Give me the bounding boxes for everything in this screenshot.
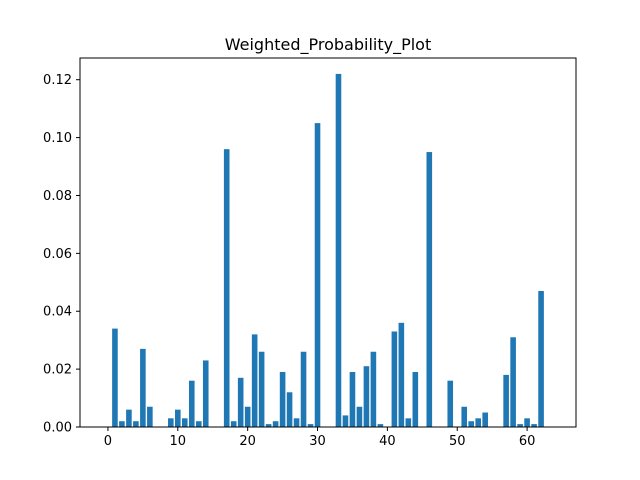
x-tick-label: 10	[170, 434, 187, 449]
bar-19	[237, 377, 244, 427]
bar-53	[475, 418, 481, 427]
bar-60	[524, 418, 530, 427]
bar-59	[517, 424, 523, 427]
bar-33	[335, 73, 342, 428]
bar-39	[377, 424, 384, 427]
bar-12	[188, 380, 195, 427]
bar-49	[447, 380, 454, 427]
bar-13	[195, 421, 202, 427]
bar-27	[293, 418, 300, 427]
bar-10	[175, 409, 181, 427]
bar-38	[370, 351, 377, 427]
bar-9	[168, 418, 174, 427]
y-tick-label: 0.10	[43, 131, 72, 146]
y-tick-label: 0.12	[43, 73, 72, 88]
bar-18	[230, 421, 237, 427]
bar-36	[356, 406, 363, 427]
x-tick-label: 40	[379, 434, 396, 449]
bars-layer	[112, 73, 544, 428]
bar-41	[391, 331, 398, 427]
bar-11	[181, 418, 188, 427]
x-tick-label: 20	[239, 434, 256, 449]
bar-5	[140, 348, 146, 427]
bar-46	[426, 152, 433, 427]
bar-6	[147, 406, 153, 427]
x-tick-label: 30	[309, 434, 326, 449]
bar-1	[112, 328, 118, 427]
bar-21	[251, 334, 258, 427]
y-tick-label: 0.08	[43, 189, 72, 204]
bar-29	[307, 424, 314, 427]
bar-24	[272, 421, 279, 427]
plot-frame	[79, 57, 577, 428]
bar-30	[314, 123, 321, 428]
bar-54	[482, 412, 488, 427]
y-tick-label: 0.00	[43, 421, 72, 436]
bar-43	[405, 418, 412, 427]
bar-17	[223, 149, 230, 427]
bar-22	[258, 351, 265, 427]
bar-26	[286, 392, 293, 427]
bar-51	[461, 406, 468, 427]
x-tick-label: 0	[104, 434, 112, 449]
bar-42	[398, 322, 405, 427]
bar-28	[300, 351, 307, 427]
y-tick-label: 0.02	[43, 363, 72, 378]
bar-44	[412, 372, 419, 427]
x-tick-label: 60	[519, 434, 536, 449]
y-tick-label: 0.04	[43, 305, 72, 320]
bar-52	[468, 421, 475, 427]
x-axis: 0 10 20 30 40 50 60	[104, 427, 536, 449]
bar-2	[119, 421, 125, 427]
bar-20	[244, 406, 251, 427]
bar-4	[133, 421, 139, 427]
x-tick-label: 50	[449, 434, 466, 449]
bar-35	[349, 372, 356, 427]
bar-61	[531, 424, 537, 427]
bar-57	[503, 374, 509, 427]
bar-3	[126, 409, 132, 427]
bar-37	[363, 366, 370, 427]
chart-title: Weighted_Probability_Plot	[225, 35, 431, 55]
bar-23	[265, 424, 272, 427]
y-tick-label: 0.06	[43, 247, 72, 262]
y-axis: 0.00 0.02 0.04 0.06 0.08 0.10 0.12	[43, 73, 80, 436]
bar-34	[342, 415, 349, 427]
bar-14	[202, 360, 209, 427]
bar-25	[279, 372, 286, 427]
bar-58	[510, 337, 516, 427]
bar-62	[538, 290, 544, 427]
